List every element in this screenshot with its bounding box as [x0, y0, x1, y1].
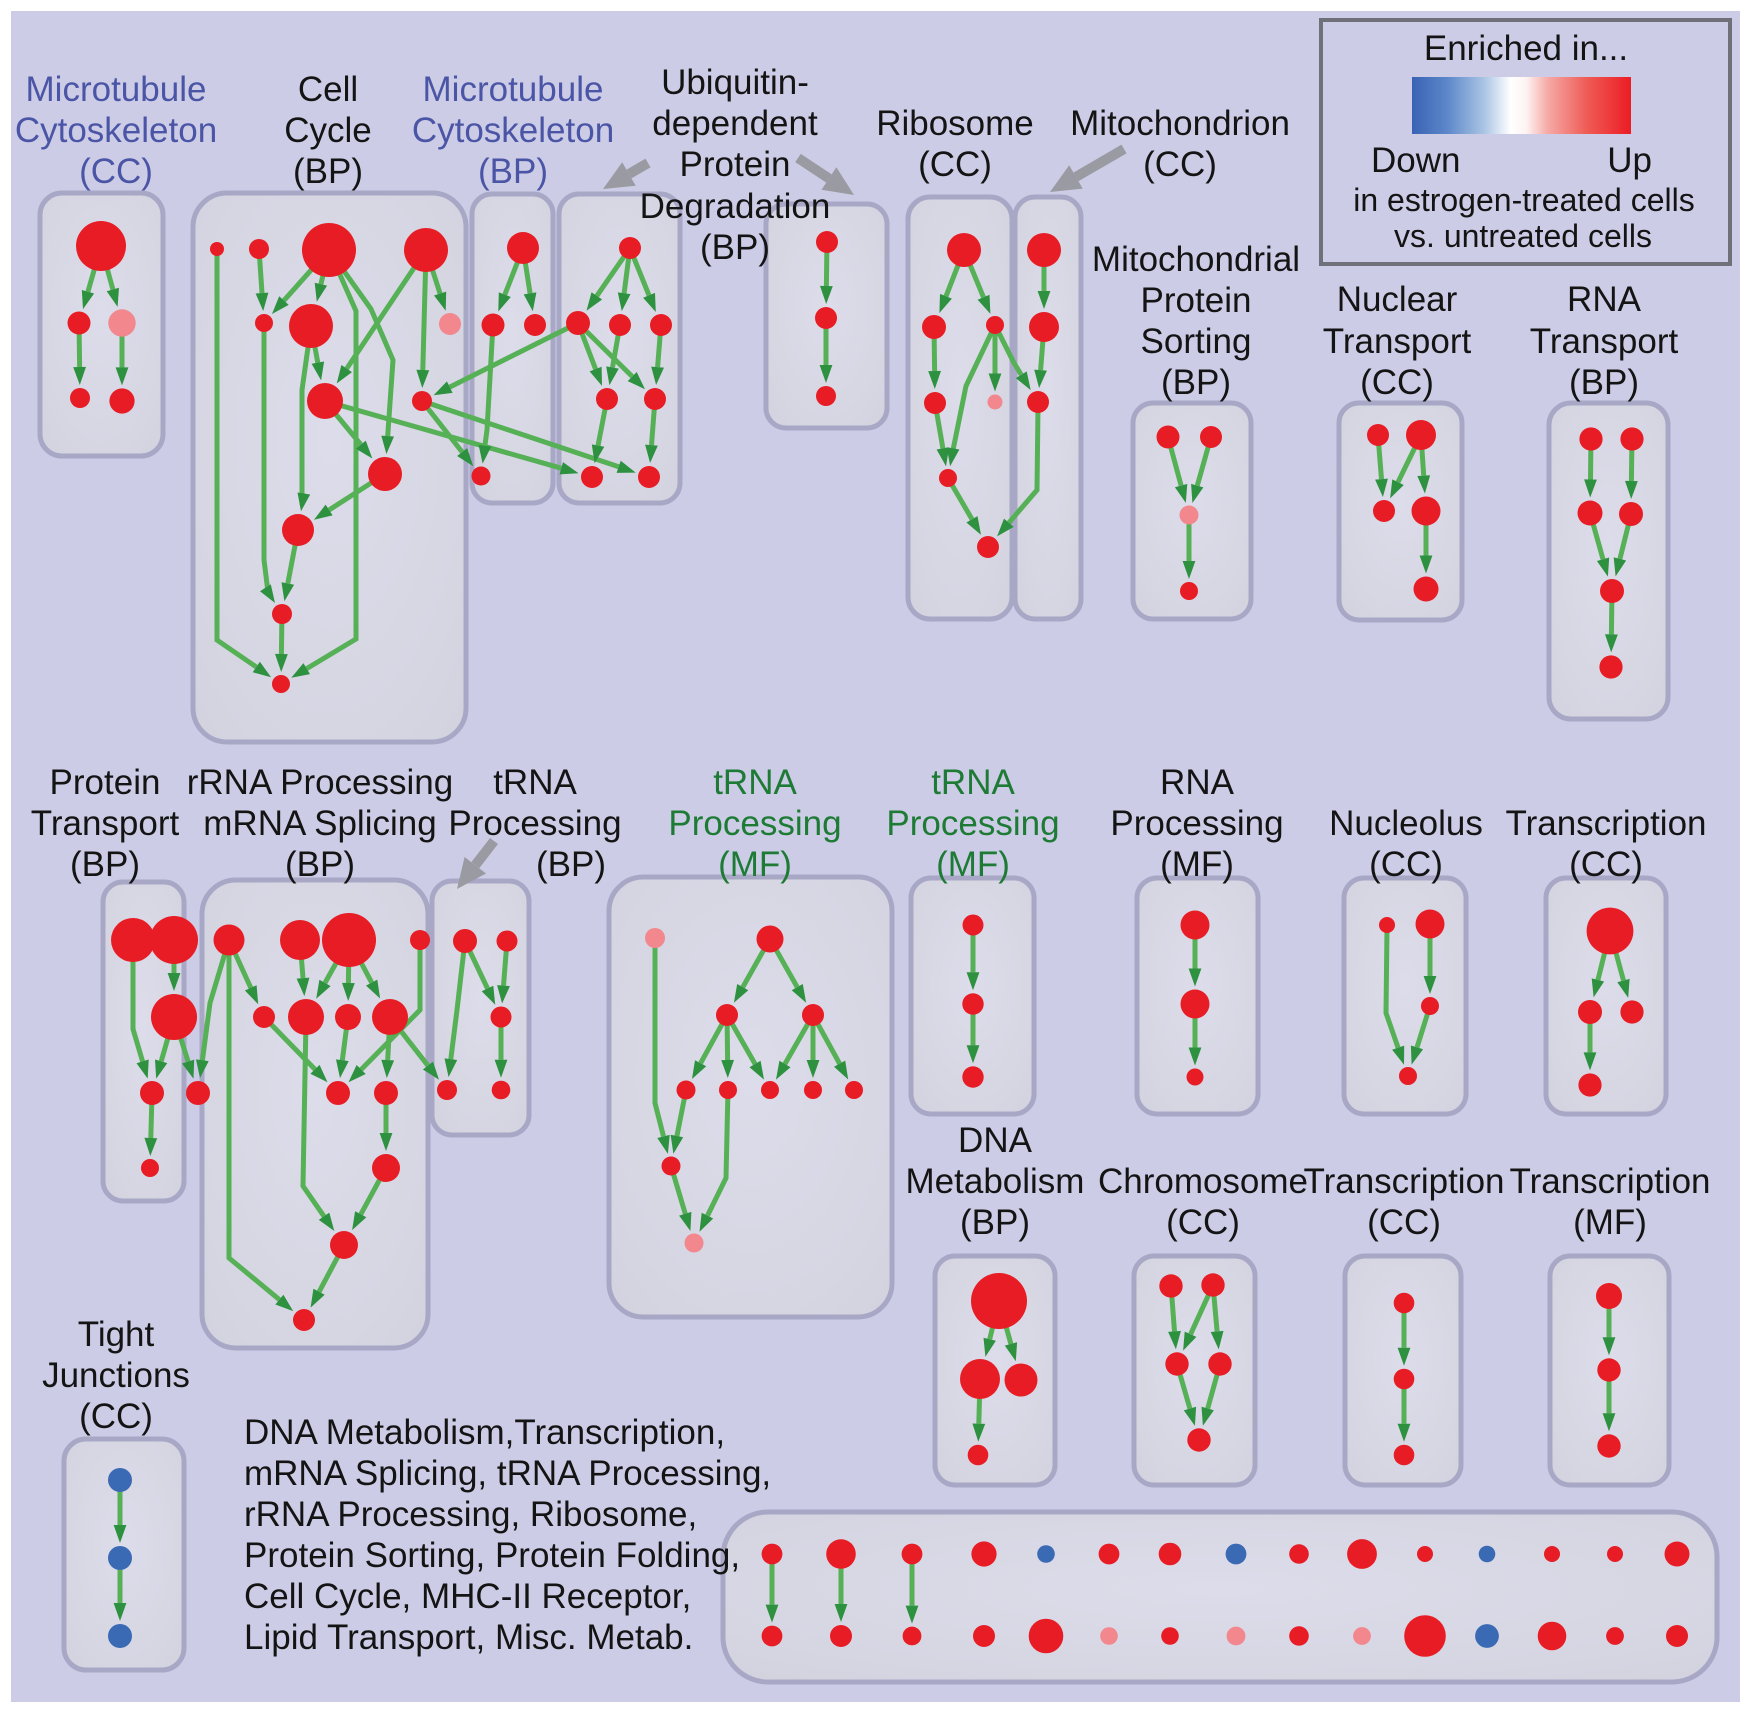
svg-text:DNA Metabolism,Transcription,: DNA Metabolism,Transcription,	[244, 1413, 725, 1452]
svg-text:mRNA Splicing: mRNA Splicing	[203, 804, 436, 843]
svg-text:dependent: dependent	[652, 104, 818, 143]
svg-text:Cell Cycle, MHC-II Receptor,: Cell Cycle, MHC-II Receptor,	[244, 1577, 691, 1616]
svg-text:Processing: Processing	[668, 804, 841, 843]
svg-text:(CC): (CC)	[1569, 845, 1643, 884]
svg-text:(CC): (CC)	[1367, 1203, 1441, 1242]
svg-text:Protein: Protein	[1141, 281, 1252, 320]
svg-text:(BP): (BP)	[700, 228, 770, 267]
svg-text:tRNA: tRNA	[493, 763, 577, 802]
svg-text:Nucleolus: Nucleolus	[1329, 804, 1483, 843]
svg-text:(MF): (MF)	[1160, 845, 1234, 884]
svg-text:Transport: Transport	[1323, 322, 1472, 361]
svg-text:Processing: Processing	[1110, 804, 1283, 843]
svg-text:vs. untreated cells: vs. untreated cells	[1394, 218, 1652, 254]
svg-text:(BP): (BP)	[478, 152, 548, 191]
svg-text:Chromosome: Chromosome	[1098, 1162, 1308, 1201]
svg-text:Processing: Processing	[448, 804, 621, 843]
svg-text:Metabolism: Metabolism	[906, 1162, 1085, 1201]
svg-text:Junctions: Junctions	[42, 1356, 190, 1395]
svg-text:Protein: Protein	[680, 145, 791, 184]
svg-text:(CC): (CC)	[1166, 1203, 1240, 1242]
svg-text:Down: Down	[1371, 141, 1460, 180]
svg-text:Ubiquitin-: Ubiquitin-	[661, 63, 809, 102]
svg-text:(BP): (BP)	[70, 845, 140, 884]
svg-text:Ribosome: Ribosome	[876, 104, 1034, 143]
svg-text:Transcription: Transcription	[1506, 804, 1707, 843]
svg-text:Transcription: Transcription	[1304, 1162, 1505, 1201]
svg-text:(MF): (MF)	[936, 845, 1010, 884]
svg-text:(CC): (CC)	[79, 152, 153, 191]
svg-text:(CC): (CC)	[1143, 145, 1217, 184]
svg-text:Lipid Transport, Misc. Metab.: Lipid Transport, Misc. Metab.	[244, 1618, 693, 1657]
svg-text:Transport: Transport	[1530, 322, 1679, 361]
svg-text:(BP): (BP)	[1161, 363, 1231, 402]
svg-text:Enriched in...: Enriched in...	[1424, 29, 1628, 68]
svg-text:(MF): (MF)	[1573, 1203, 1647, 1242]
svg-text:(CC): (CC)	[1360, 363, 1434, 402]
svg-text:tRNA: tRNA	[931, 763, 1015, 802]
svg-text:Nuclear: Nuclear	[1337, 280, 1458, 319]
svg-text:Transport: Transport	[31, 804, 180, 843]
svg-text:(BP): (BP)	[536, 845, 606, 884]
svg-text:Cytoskeleton: Cytoskeleton	[15, 111, 217, 150]
svg-text:Microtubule: Microtubule	[423, 70, 604, 109]
svg-text:(BP): (BP)	[293, 152, 363, 191]
svg-text:Protein: Protein	[50, 763, 161, 802]
svg-text:(MF): (MF)	[718, 845, 792, 884]
svg-text:Microtubule: Microtubule	[26, 70, 207, 109]
svg-text:Protein Sorting, Protein Foldi: Protein Sorting, Protein Folding,	[244, 1536, 740, 1575]
svg-text:DNA: DNA	[958, 1121, 1033, 1160]
svg-text:Cell: Cell	[298, 70, 358, 109]
svg-text:RNA: RNA	[1567, 280, 1642, 319]
svg-text:Cycle: Cycle	[284, 111, 372, 150]
svg-text:RNA: RNA	[1160, 763, 1235, 802]
svg-text:mRNA Splicing, tRNA Processing: mRNA Splicing, tRNA Processing,	[244, 1454, 771, 1493]
svg-text:Transcription: Transcription	[1510, 1162, 1711, 1201]
svg-text:Mitochondrial: Mitochondrial	[1092, 240, 1300, 279]
svg-text:(BP): (BP)	[960, 1203, 1030, 1242]
svg-text:Tight: Tight	[78, 1315, 155, 1354]
svg-text:(BP): (BP)	[1569, 363, 1639, 402]
svg-text:Cytoskeleton: Cytoskeleton	[412, 111, 614, 150]
svg-text:(CC): (CC)	[1369, 845, 1443, 884]
svg-text:in estrogen-treated cells: in estrogen-treated cells	[1353, 182, 1695, 218]
svg-text:Up: Up	[1607, 141, 1652, 180]
svg-text:(CC): (CC)	[918, 145, 992, 184]
svg-text:rRNA Processing, Ribosome,: rRNA Processing, Ribosome,	[244, 1495, 697, 1534]
svg-text:Mitochondrion: Mitochondrion	[1070, 104, 1290, 143]
svg-text:tRNA: tRNA	[713, 763, 797, 802]
svg-text:Degradation: Degradation	[640, 187, 831, 226]
svg-text:rRNA Processing: rRNA Processing	[187, 763, 453, 802]
svg-text:(CC): (CC)	[79, 1397, 153, 1436]
svg-text:(BP): (BP)	[285, 845, 355, 884]
svg-text:Sorting: Sorting	[1141, 322, 1252, 361]
svg-text:Processing: Processing	[886, 804, 1059, 843]
